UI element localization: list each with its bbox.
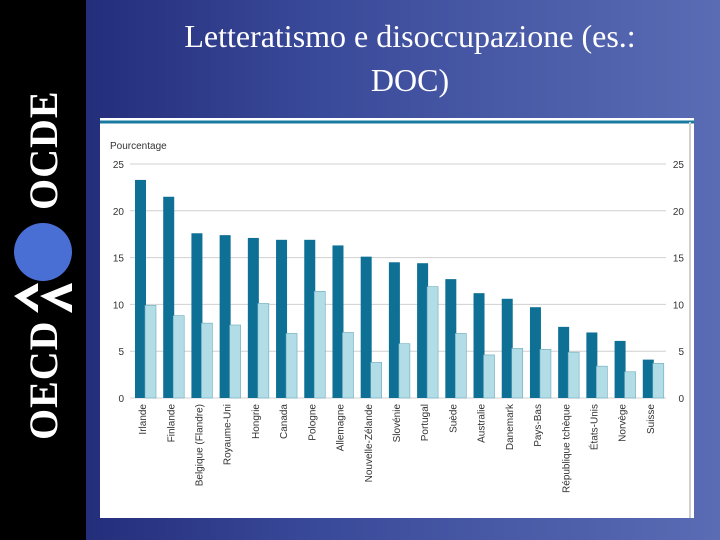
logo-text-oecd: OECD: [21, 320, 66, 440]
bar-dark-6: [304, 239, 316, 398]
category-label-10: Portugal: [420, 404, 431, 441]
bar-dark-17: [614, 340, 626, 398]
bar-light-18: [652, 363, 665, 399]
bar-light-7: [342, 332, 354, 399]
bar-light-9: [398, 343, 411, 399]
logo-chevron-icon-2: [40, 283, 72, 313]
y-tick-label-right-2: 10: [673, 300, 685, 311]
category-label-layer: Irlande Finlande Belgique (Flandre) Royaume…: [138, 403, 657, 493]
bar-light-5: [285, 333, 298, 399]
bar-dark-16: [586, 332, 598, 398]
bar-light-13: [511, 348, 524, 399]
y-tick-label-right-1: 5: [678, 347, 684, 358]
chart-panel: Pourcentage 0 0 5 5 10 10 15 15 20 20 25 25 Irlande…: [100, 118, 694, 518]
category-label-12: Australie: [477, 404, 488, 443]
bar-light-15: [567, 351, 580, 399]
y-tick-label-left-4: 20: [113, 207, 125, 218]
bar-dark-12: [473, 293, 485, 398]
y-tick-label-left-2: 10: [113, 300, 125, 311]
bar-chart: Pourcentage 0 0 5 5 10 10 15 15 20 20 25 25 Irlande…: [100, 120, 694, 518]
bar-dark-8: [360, 256, 372, 398]
slide-title: Letteratismo e disoccupazione (es.: DOC): [100, 14, 720, 102]
bar-dark-15: [558, 326, 570, 398]
y-tick-label-left-1: 5: [118, 347, 124, 358]
bar-light-12: [483, 354, 495, 399]
bar-dark-3: [219, 235, 231, 398]
category-label-18: Suisse: [646, 404, 657, 434]
y-tick-label-left-3: 15: [113, 254, 125, 265]
bar-dark-1: [163, 196, 175, 398]
bar-light-11: [455, 333, 467, 399]
bar-dark-14: [529, 307, 541, 398]
category-label-4: Hongrie: [251, 404, 262, 439]
logo-text-ocde: OCDE: [21, 90, 66, 210]
bar-light-8: [370, 362, 382, 399]
category-label-1: Finlande: [166, 404, 177, 443]
bar-dark-7: [332, 245, 344, 398]
bar-dark-10: [417, 263, 429, 398]
category-label-17: Norvège: [618, 404, 629, 442]
category-label-13: Danemark: [505, 403, 516, 450]
bar-dark-2: [191, 233, 203, 398]
bar-light-6: [313, 290, 326, 399]
bar-layer: [135, 179, 665, 399]
category-label-11: Suède: [448, 404, 459, 433]
category-label-15: République tchèque: [561, 404, 572, 493]
bar-dark-9: [388, 262, 400, 398]
category-label-6: Pologne: [307, 404, 318, 441]
bar-light-4: [257, 303, 270, 399]
bar-dark-18: [642, 359, 654, 398]
y-tick-label-right-4: 20: [673, 207, 685, 218]
bar-dark-0: [135, 179, 146, 398]
bar-light-1: [172, 315, 185, 399]
category-label-3: Royaume-Uni: [223, 404, 234, 465]
category-label-16: États-Unis: [587, 404, 600, 450]
y-axis-label: Pourcentage: [110, 141, 167, 152]
category-label-9: Slovénie: [392, 404, 403, 443]
category-label-14: Pays-Bas: [533, 404, 544, 447]
slide-title-line-2: DOC): [370, 62, 450, 98]
y-tick-label-left-5: 25: [113, 160, 125, 171]
slide-title-line-1: Letteratismo e disoccupazione (es.:: [184, 18, 636, 54]
bar-dark-13: [501, 298, 513, 398]
y-tick-label-right-5: 25: [673, 160, 685, 171]
y-tick-label-right-0: 0: [678, 394, 684, 405]
logo-chevron-icon: [14, 283, 38, 313]
bar-dark-11: [445, 279, 457, 398]
bar-light-16: [596, 365, 608, 399]
bar-dark-5: [276, 239, 288, 398]
category-label-8: Nouvelle-Zélande: [364, 404, 375, 483]
category-label-0: Irlande: [138, 404, 149, 435]
bar-light-17: [624, 371, 636, 399]
bar-light-2: [201, 322, 213, 399]
bar-light-0: [144, 305, 157, 399]
category-label-7: Allemagne: [336, 404, 347, 452]
category-label-5: Canada: [279, 404, 290, 439]
oecd-ocde-logo: OCDE OECD: [14, 90, 72, 440]
logo-circle-icon: [14, 223, 72, 281]
bar-dark-4: [247, 237, 259, 398]
bar-light-3: [229, 324, 241, 399]
bar-light-10: [426, 286, 439, 399]
y-tick-label-left-0: 0: [118, 394, 124, 405]
bar-light-14: [539, 349, 552, 399]
y-tick-label-right-3: 15: [673, 254, 685, 265]
category-label-2: Belgique (Flandre): [195, 404, 206, 486]
